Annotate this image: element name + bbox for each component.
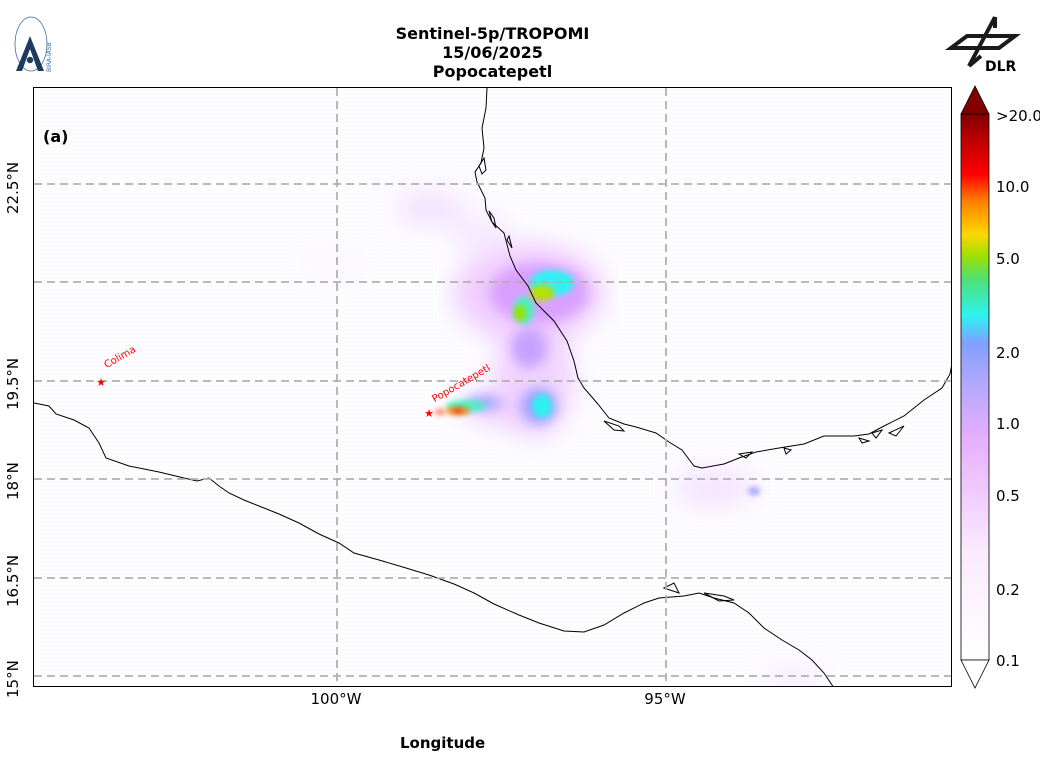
popocatepetl-marker: ★ (424, 407, 434, 420)
x-axis-label: Longitude (400, 734, 486, 752)
title-date: 15/06/2025 (442, 43, 543, 62)
panel-label: (a) (43, 127, 69, 146)
coastlines (34, 88, 951, 686)
y-tick-16-5n: 16.5°N (4, 554, 22, 607)
colorbar-tick-1: 1.0 (996, 415, 1020, 433)
bira-iasb-logo: BIRA-IASB (14, 16, 53, 72)
colorbar-tick-20: >20.0 (996, 107, 1040, 125)
bira-logo-text: BIRA-IASB (46, 42, 53, 72)
colima-marker: ★ (96, 376, 106, 389)
gridlines (34, 88, 951, 686)
figure-title: Sentinel-5p/TROPOMI 15/06/2025 Popocatep… (0, 24, 985, 81)
y-tick-15n: 15°N (4, 660, 22, 698)
map-panel: ★ ★ (33, 87, 952, 687)
title-satellite: Sentinel-5p/TROPOMI (395, 24, 590, 43)
colorbar-tick-5: 5.0 (996, 250, 1020, 268)
x-tick-100w: 100°W (310, 690, 362, 708)
so2-haze (309, 190, 824, 686)
colorbar-tick-2: 2.0 (996, 344, 1020, 362)
colorbar-tick-0-5: 0.5 (996, 487, 1020, 505)
dlr-logo (945, 16, 1021, 68)
volcano-markers: ★ ★ (96, 376, 434, 420)
x-tick-95w: 95°W (644, 690, 686, 708)
gulf-coastline (474, 88, 951, 469)
colorbar (960, 85, 990, 689)
y-tick-22-5n: 22.5°N (4, 161, 22, 214)
title-volcano: Popocatepetl (432, 62, 553, 81)
so2-plume (435, 243, 760, 495)
y-tick-19-5n: 19.5°N (4, 357, 22, 410)
colorbar-tick-0-2: 0.2 (996, 581, 1020, 599)
y-tick-18n: 18°N (4, 462, 22, 500)
dlr-logo-text: DLR (985, 59, 1017, 75)
colorbar-tick-10: 10.0 (996, 178, 1030, 196)
retrieval-background (34, 88, 951, 686)
map-canvas: ★ ★ (34, 88, 951, 686)
colorbar-tick-0-1: 0.1 (996, 652, 1020, 670)
